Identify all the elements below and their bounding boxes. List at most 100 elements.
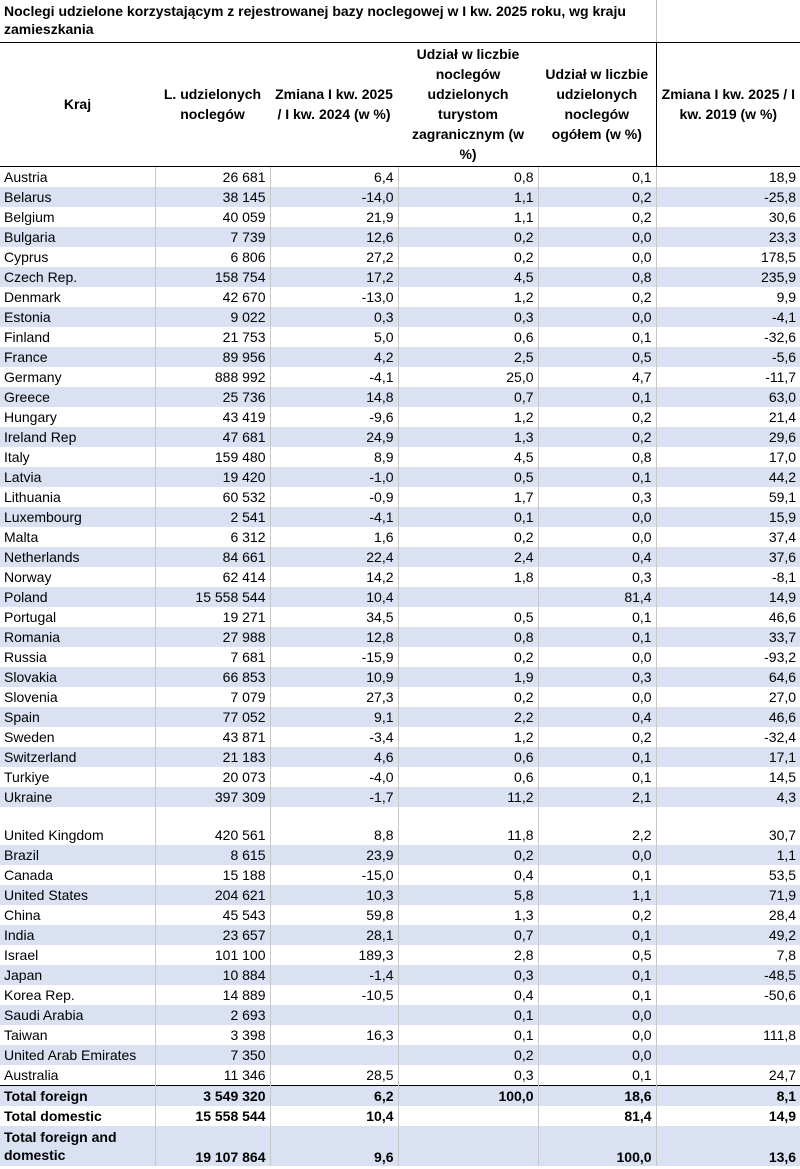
value-cell: 45 543 <box>155 904 271 925</box>
table-row: Switzerland 21 183 4,6 0,6 0,1 17,1 <box>0 746 800 767</box>
value-cell: -25,8 <box>655 186 800 207</box>
value-cell: 10,4 <box>270 1105 399 1126</box>
country-cell: Hungary <box>0 406 156 427</box>
value-cell: 17,0 <box>655 446 800 467</box>
country-cell: Finland <box>0 326 156 347</box>
value-cell: -1,7 <box>270 786 399 807</box>
country-cell: Japan <box>0 964 156 985</box>
value-cell: 1,7 <box>398 486 539 507</box>
country-cell: Switzerland <box>0 746 156 767</box>
value-cell <box>655 1044 800 1065</box>
value-cell: 0,3 <box>538 486 657 507</box>
country-cell: Ukraine <box>0 786 156 807</box>
value-cell: 5,8 <box>398 884 539 905</box>
value-cell: 0,0 <box>538 646 657 667</box>
column-header: Udział w liczbie noclegów udzielonych tu… <box>398 42 538 167</box>
value-cell: 7 739 <box>155 226 271 247</box>
table-row: Slovenia 7 079 27,3 0,2 0,0 27,0 <box>0 686 800 707</box>
value-cell: 18,9 <box>655 166 800 187</box>
value-cell: 2,5 <box>398 346 539 367</box>
value-cell: 11 346 <box>155 1064 271 1085</box>
country-cell: Saudi Arabia <box>0 1004 156 1025</box>
table-row: Saudi Arabia 2 693 0,1 0,0 <box>0 1004 800 1025</box>
value-cell: -4,1 <box>270 366 399 387</box>
value-cell: 0,4 <box>538 546 657 567</box>
value-cell: 3 549 320 <box>155 1084 271 1106</box>
table-row: Japan 10 884 -1,4 0,3 0,1 -48,5 <box>0 964 800 985</box>
country-cell: India <box>0 924 156 945</box>
table-row: Netherlands 84 661 22,4 2,4 0,4 37,6 <box>0 546 800 567</box>
table-row: Ukraine 397 309 -1,7 11,2 2,1 4,3 <box>0 786 800 807</box>
value-cell: 1,2 <box>398 726 539 747</box>
table-row: Israel 101 100 189,3 2,8 0,5 7,8 <box>0 944 800 965</box>
value-cell: 59,8 <box>270 904 399 925</box>
value-cell: 0,7 <box>398 924 539 945</box>
country-cell: Greece <box>0 386 156 407</box>
value-cell: 27 988 <box>155 626 271 647</box>
value-cell: 2,8 <box>398 944 539 965</box>
value-cell: -93,2 <box>655 646 800 667</box>
value-cell: 0,8 <box>398 166 539 187</box>
value-cell: 14 889 <box>155 984 271 1005</box>
value-cell: -15,9 <box>270 646 399 667</box>
value-cell: 9,9 <box>655 286 800 307</box>
value-cell: 0,3 <box>538 566 657 587</box>
country-cell: Cyprus <box>0 246 156 267</box>
value-cell: 101 100 <box>155 944 271 965</box>
value-cell: 0,5 <box>398 466 539 487</box>
column-header: Zmiana I kw. 2025 / I kw. 2024 (w %) <box>270 42 398 167</box>
value-cell: 14,8 <box>270 386 399 407</box>
value-cell: 13,6 <box>655 1125 800 1166</box>
value-cell: 21,9 <box>270 206 399 227</box>
value-cell: 17,1 <box>655 746 800 767</box>
country-cell: Bulgaria <box>0 226 156 247</box>
country-cell: Portugal <box>0 606 156 627</box>
value-cell: 23 657 <box>155 924 271 945</box>
value-cell: 16,3 <box>270 1024 399 1045</box>
value-cell: 0,2 <box>398 646 539 667</box>
value-cell: 6,4 <box>270 166 399 187</box>
value-cell: 9 022 <box>155 306 271 327</box>
value-cell: 189,3 <box>270 944 399 965</box>
value-cell: 63,0 <box>655 386 800 407</box>
value-cell: -5,6 <box>655 346 800 367</box>
value-cell: 0,0 <box>538 226 657 247</box>
value-cell: -50,6 <box>655 984 800 1005</box>
value-cell: 23,3 <box>655 226 800 247</box>
value-cell: -1,4 <box>270 964 399 985</box>
value-cell: 5,0 <box>270 326 399 347</box>
value-cell: 0,2 <box>398 246 539 267</box>
value-cell: 21 183 <box>155 746 271 767</box>
value-cell: 0,1 <box>538 326 657 347</box>
value-cell: 34,5 <box>270 606 399 627</box>
country-cell: United Arab Emirates <box>0 1044 156 1065</box>
table-row: Latvia 19 420 -1,0 0,5 0,1 44,2 <box>0 466 800 487</box>
value-cell: 28,4 <box>655 904 800 925</box>
value-cell: 10,9 <box>270 666 399 687</box>
value-cell: 37,4 <box>655 526 800 547</box>
country-cell: Spain <box>0 706 156 727</box>
value-cell: 43 419 <box>155 406 271 427</box>
value-cell: 1,1 <box>538 884 657 905</box>
table-row: Austria 26 681 6,4 0,8 0,1 18,9 <box>0 166 800 187</box>
value-cell: 0,8 <box>538 446 657 467</box>
value-cell: 30,7 <box>655 806 800 845</box>
value-cell: 0,0 <box>538 1044 657 1065</box>
country-cell: United States <box>0 884 156 905</box>
value-cell: 28,1 <box>270 924 399 945</box>
value-cell: 2,1 <box>538 786 657 807</box>
table-row: Norway 62 414 14,2 1,8 0,3 -8,1 <box>0 566 800 587</box>
country-cell: Total domestic <box>0 1105 156 1126</box>
value-cell: 11,2 <box>398 786 539 807</box>
value-cell: 2,2 <box>398 706 539 727</box>
value-cell: 0,3 <box>398 964 539 985</box>
value-cell: 11,8 <box>398 806 539 845</box>
column-header: L. udzielonych noclegów <box>155 42 270 167</box>
value-cell: 0,2 <box>398 844 539 865</box>
table-title: Noclegi udzielone korzystającym z rejest… <box>0 0 657 43</box>
value-cell: 0,0 <box>538 246 657 267</box>
value-cell: 0,2 <box>538 726 657 747</box>
title-empty-cell <box>656 0 800 43</box>
table-row: Brazil 8 615 23,9 0,2 0,0 1,1 <box>0 844 800 865</box>
value-cell: 27,0 <box>655 686 800 707</box>
